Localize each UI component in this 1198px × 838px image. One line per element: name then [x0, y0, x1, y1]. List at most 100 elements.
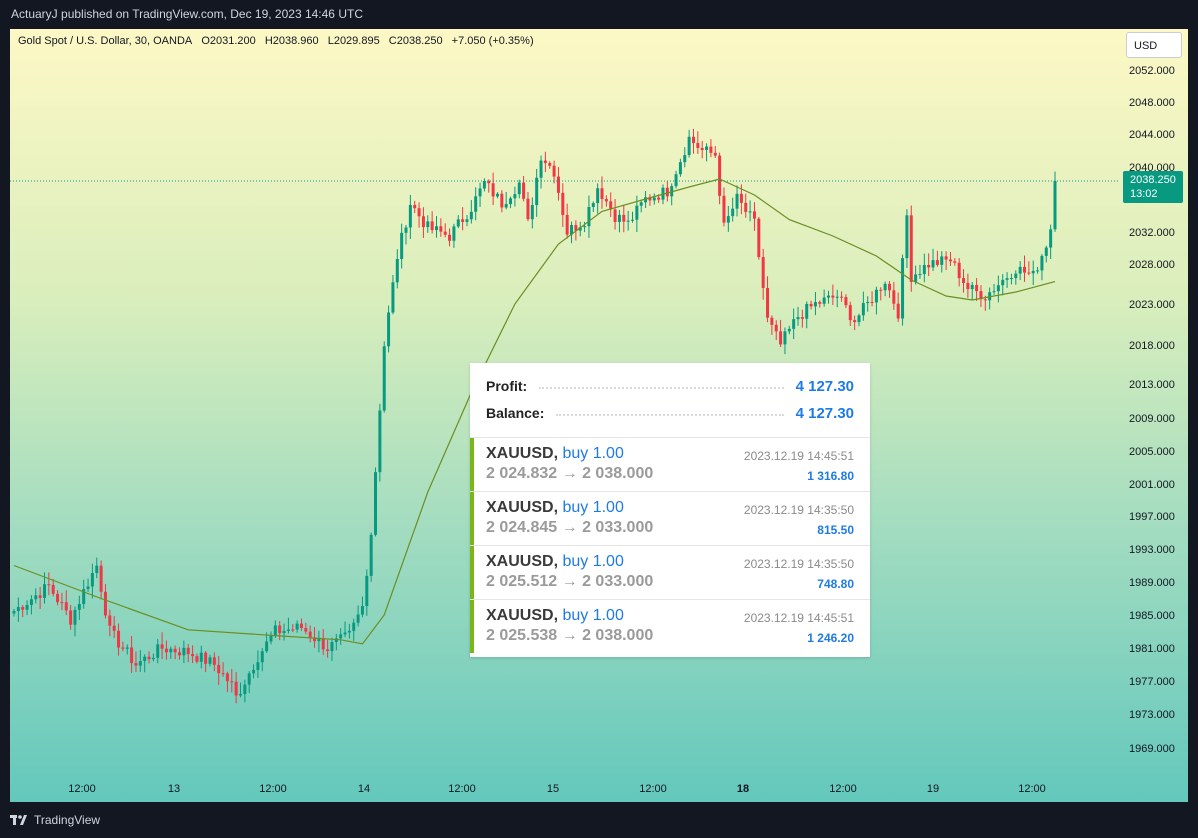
- candle-body: [295, 623, 299, 630]
- candle-body: [766, 288, 770, 318]
- candle-body: [247, 673, 251, 685]
- candle-body: [269, 635, 273, 642]
- candle-body: [125, 647, 129, 649]
- trade-row[interactable]: XAUUSD, buy 1.00 2 025.538 → 2 038.000 2…: [470, 599, 870, 653]
- x-tick-label: 13: [168, 783, 180, 795]
- candle-body: [95, 565, 99, 573]
- legend-open: O2031.200: [201, 35, 256, 47]
- candle-body: [783, 331, 787, 345]
- candle-body: [718, 155, 722, 196]
- candle-body: [112, 625, 116, 631]
- candle-body: [1005, 278, 1009, 280]
- candle-body: [735, 193, 739, 209]
- candle-body: [813, 302, 817, 307]
- chart-area[interactable]: 2052.0002048.0002044.0002040.0002036.000…: [10, 29, 1188, 802]
- candle-body: [1018, 266, 1022, 274]
- candle-body: [199, 652, 203, 662]
- candle-body: [173, 648, 177, 653]
- candle-body: [86, 586, 90, 590]
- candle-body: [38, 595, 42, 598]
- candle-body: [530, 205, 534, 220]
- candle-body: [731, 208, 735, 217]
- candle-body: [182, 647, 186, 656]
- candle-body: [517, 182, 521, 195]
- candle-body: [935, 260, 939, 265]
- candle-body: [156, 644, 160, 658]
- candle-body: [495, 193, 499, 197]
- candle-body: [1031, 270, 1035, 274]
- candle-body: [709, 146, 713, 153]
- candle-body: [347, 630, 351, 633]
- balance-label: Balance:: [486, 405, 545, 421]
- candle-body: [56, 593, 60, 603]
- y-tick-label: 2005.000: [1129, 446, 1175, 458]
- candle-body: [944, 256, 948, 260]
- dotted-leader: [556, 414, 784, 416]
- y-tick-label: 2048.000: [1129, 97, 1175, 109]
- candle-body: [147, 656, 151, 660]
- candle-body: [800, 317, 804, 319]
- candle-body: [108, 615, 112, 626]
- chart-svg[interactable]: 2052.0002048.0002044.0002040.0002036.000…: [10, 29, 1188, 802]
- candle-body: [996, 285, 1000, 292]
- candle-body: [217, 664, 221, 674]
- trade-symbol-name: XAUUSD,: [486, 553, 559, 570]
- candle-body: [787, 328, 791, 332]
- candle-body: [613, 209, 617, 222]
- candle-body: [378, 410, 382, 473]
- trade-symbol: XAUUSD, buy 1.00: [486, 445, 624, 463]
- dotted-leader: [539, 387, 784, 389]
- candle-body: [73, 609, 77, 625]
- trade-time: 2023.12.19 14:45:51: [743, 449, 854, 463]
- footer-brand[interactable]: TradingView: [34, 813, 101, 827]
- candle-body: [561, 192, 565, 215]
- candle-body: [574, 225, 578, 231]
- candle-body: [648, 197, 652, 201]
- candle-body: [321, 637, 325, 650]
- candle-body: [957, 262, 961, 279]
- tradingview-logo-icon[interactable]: [10, 814, 28, 826]
- candle-body: [365, 575, 369, 607]
- candle-body: [604, 199, 608, 202]
- candle-body: [117, 630, 121, 648]
- candle-body: [674, 174, 678, 187]
- candle-body: [809, 303, 813, 307]
- y-tick-label: 2001.000: [1129, 479, 1175, 491]
- legend-symbol: Gold Spot / U.S. Dollar, 30, OANDA: [18, 35, 193, 47]
- candle-body: [896, 303, 900, 319]
- currency-button[interactable]: USD: [1126, 32, 1182, 58]
- candle-body: [726, 216, 730, 223]
- trade-side: buy 1.00: [562, 499, 624, 516]
- candle-body: [64, 602, 68, 611]
- candle-body: [334, 638, 338, 643]
- candle-body: [591, 203, 595, 207]
- candle-body: [905, 215, 909, 259]
- trade-prices: 2 025.538 → 2 038.000: [486, 627, 654, 644]
- trades-panel: Profit: 4 127.30 Balance: 4 127.30 XAUUS…: [470, 363, 870, 657]
- candle-body: [844, 297, 848, 306]
- candle-body: [326, 649, 330, 652]
- y-tick-label: 1977.000: [1129, 676, 1175, 688]
- candle-body: [234, 681, 238, 696]
- balance-value: 4 127.30: [795, 404, 854, 422]
- trade-status-bar: [470, 492, 474, 545]
- candle-body: [360, 606, 364, 615]
- candle-body: [286, 629, 290, 631]
- x-tick-label: 12:00: [259, 783, 287, 795]
- y-tick-label: 2052.000: [1129, 65, 1175, 77]
- candle-body: [622, 214, 626, 222]
- candle-body: [887, 283, 891, 291]
- trade-row[interactable]: XAUUSD, buy 1.00 2 024.845 → 2 033.000 2…: [470, 491, 870, 545]
- candle-body: [970, 284, 974, 290]
- candle-body: [491, 183, 495, 197]
- y-tick-label: 2009.000: [1129, 413, 1175, 425]
- trade-row[interactable]: XAUUSD, buy 1.00 2 025.512 → 2 033.000 2…: [470, 545, 870, 599]
- y-tick-label: 2013.000: [1129, 379, 1175, 391]
- candle-body: [374, 472, 378, 535]
- y-tick-label: 1993.000: [1129, 544, 1175, 556]
- candle-body: [696, 143, 700, 148]
- trade-row[interactable]: XAUUSD, buy 1.00 2 024.832 → 2 038.000 2…: [470, 437, 870, 491]
- legend-high: H2038.960: [264, 35, 319, 47]
- candle-body: [752, 211, 756, 219]
- candle-body: [273, 625, 277, 636]
